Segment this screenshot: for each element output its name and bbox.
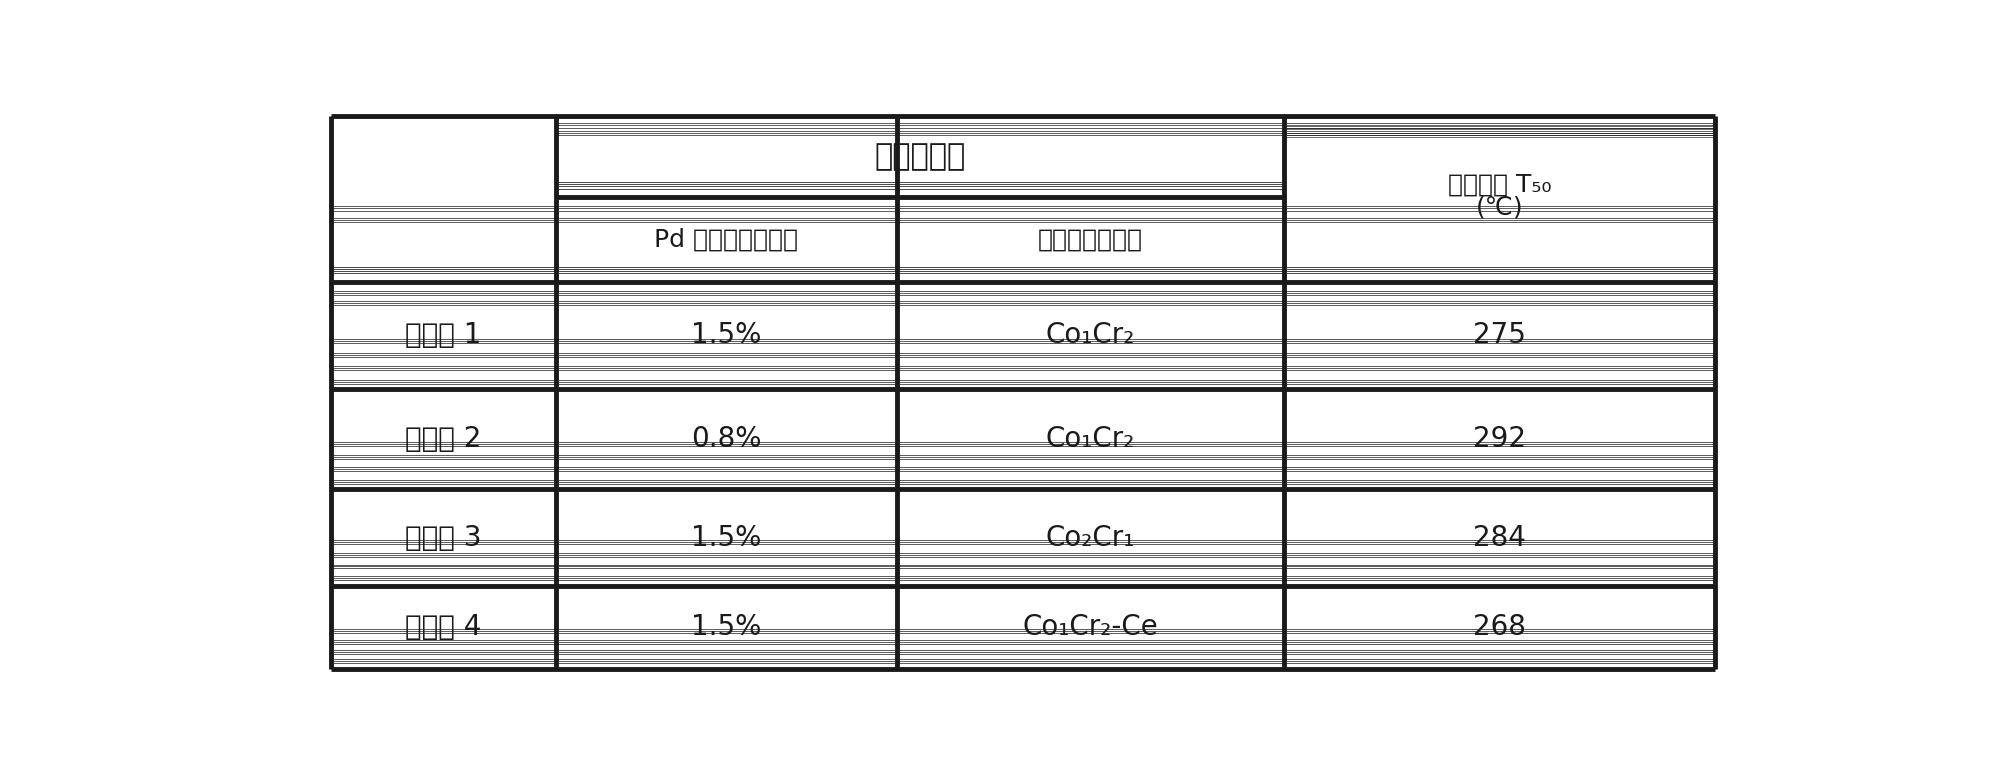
Text: 实施例 1: 实施例 1 bbox=[406, 321, 482, 349]
Text: Pd 含量（占涂层）: Pd 含量（占涂层） bbox=[655, 228, 799, 252]
Text: 实施例 4: 实施例 4 bbox=[406, 613, 482, 642]
Text: 实施例 2: 实施例 2 bbox=[406, 426, 482, 454]
Text: 292: 292 bbox=[1473, 426, 1526, 454]
Text: Co₂Cr₁: Co₂Cr₁ bbox=[1045, 523, 1135, 552]
Text: Co₁Cr₂: Co₁Cr₂ bbox=[1045, 321, 1135, 349]
Text: 284: 284 bbox=[1473, 523, 1526, 552]
Text: (℃): (℃) bbox=[1477, 196, 1522, 220]
Text: 催化剂组分: 催化剂组分 bbox=[875, 142, 965, 171]
Text: Co₁Cr₂-Ce: Co₁Cr₂-Ce bbox=[1023, 613, 1159, 642]
Text: 实施例 3: 实施例 3 bbox=[406, 523, 482, 552]
Text: 0.8%: 0.8% bbox=[691, 426, 761, 454]
Text: 复合氧化物组成: 复合氧化物组成 bbox=[1039, 228, 1143, 252]
Text: 起燃温度 T₅₀: 起燃温度 T₅₀ bbox=[1449, 173, 1550, 197]
Text: 275: 275 bbox=[1473, 321, 1526, 349]
Text: 268: 268 bbox=[1473, 613, 1526, 642]
Text: Co₁Cr₂: Co₁Cr₂ bbox=[1045, 426, 1135, 454]
Text: 1.5%: 1.5% bbox=[691, 523, 761, 552]
Text: 1.5%: 1.5% bbox=[691, 613, 761, 642]
Text: 1.5%: 1.5% bbox=[691, 321, 761, 349]
